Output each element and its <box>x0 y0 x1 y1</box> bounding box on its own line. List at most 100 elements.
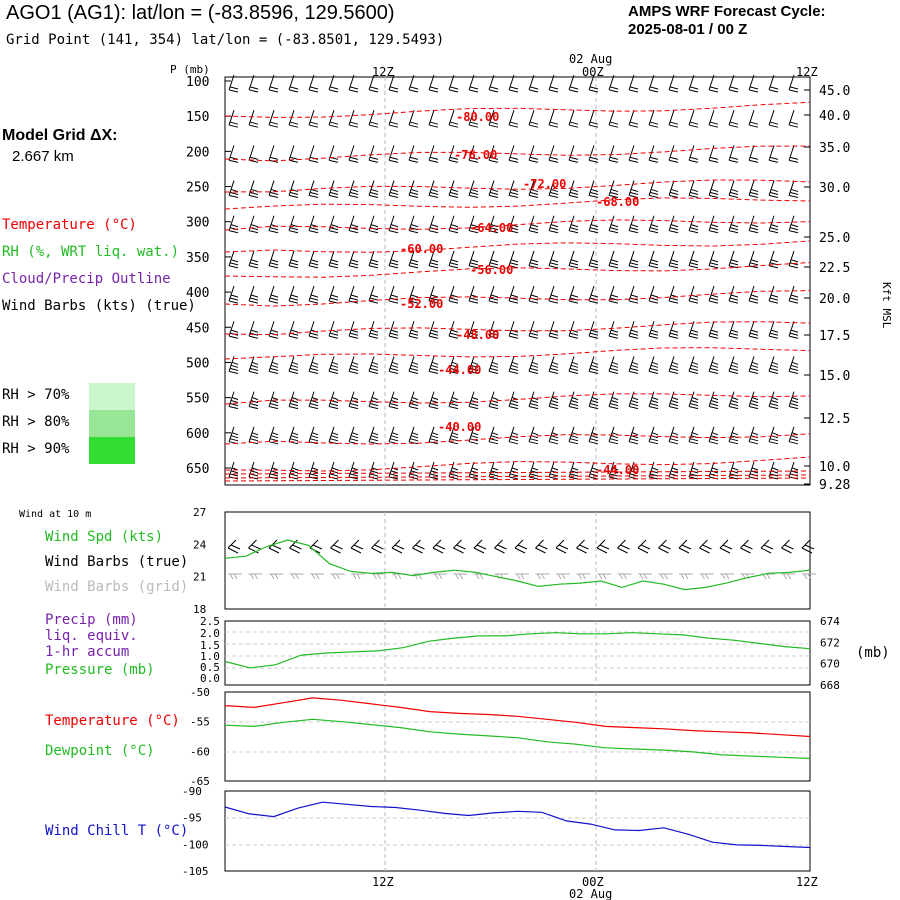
isotherm-label: -64.00 <box>470 221 513 235</box>
wind-barb <box>708 145 719 163</box>
legend-precip: Precip (mm) <box>45 612 138 628</box>
grid-wind-barb <box>289 573 304 580</box>
wind-barb <box>648 110 659 128</box>
wind-barb <box>388 461 399 480</box>
wind-barb <box>308 356 319 374</box>
wind-barb <box>308 285 319 304</box>
grid-wind-barb <box>228 573 242 580</box>
rh-70-label: RH > 70% <box>2 387 70 403</box>
wind-barb <box>668 391 679 410</box>
wind-barb <box>308 74 319 93</box>
isotherm-line <box>224 393 811 405</box>
wind-barb <box>508 215 519 234</box>
wind-barb <box>468 250 479 269</box>
wind-barb <box>388 180 399 199</box>
wind-barb <box>428 391 439 410</box>
true-wind-barb <box>289 539 302 554</box>
wind-barb <box>488 74 499 93</box>
wind-barb <box>288 250 299 269</box>
wind-barb <box>288 321 299 339</box>
wind-barb <box>368 110 379 128</box>
wind-barb <box>568 461 579 480</box>
wind-barb <box>628 285 639 304</box>
true-wind-barb <box>432 539 446 554</box>
wind-barb <box>628 145 639 163</box>
grid-wind-barb <box>310 573 324 580</box>
grid-wind-barb <box>371 573 386 580</box>
true-wind-barb <box>576 539 589 554</box>
wind-barb <box>748 285 759 304</box>
isotherm-labels: -80.00 -76.00 -72.00 -68.00 -64.00 -60.00 -56.… <box>400 110 639 477</box>
grid-wind-barb <box>802 573 816 580</box>
wind-barb <box>388 250 399 269</box>
wind-chill-grid <box>225 791 810 871</box>
wind-barb <box>468 110 479 128</box>
wind-barb <box>728 74 739 93</box>
wind-barb <box>688 74 699 93</box>
wind-barb <box>468 356 479 374</box>
wind-barb <box>308 110 319 128</box>
wind-barb <box>668 250 679 269</box>
wind-barb <box>248 145 259 163</box>
temp-tick-label: -65 <box>190 775 210 788</box>
wind-barb <box>648 356 659 374</box>
height-tick-labels: 45.0 40.0 35.0 30.0 25.0 22.5 20.0 17.5 15.0 12.5… <box>819 84 850 493</box>
wind-barb <box>488 461 499 480</box>
pressure-tick-label: 400 <box>186 286 209 301</box>
wind-barb <box>788 356 799 374</box>
wind-barb <box>788 74 799 93</box>
wind-barb <box>428 285 439 304</box>
wind-barb <box>728 285 739 304</box>
pressure-tick-label: 672 <box>820 636 840 649</box>
true-wind-barb <box>760 539 774 554</box>
height-tick-label: 17.5 <box>819 329 850 344</box>
wind-tick-label: 27 <box>193 506 206 519</box>
wind-barb <box>768 250 779 269</box>
true-wind-barb <box>412 539 425 554</box>
isotherm-line <box>224 456 811 472</box>
wind-10m-title: Wind at 10 m <box>19 509 92 520</box>
wind-barb <box>688 110 699 128</box>
height-axis-label: Kft MSL <box>880 282 893 329</box>
isotherm-line <box>224 477 811 482</box>
wind-barb <box>528 356 539 374</box>
pressure-tick-label: 250 <box>186 181 209 196</box>
temp-tick-label: -50 <box>190 686 210 699</box>
wind-barb <box>528 110 539 128</box>
wind-barb <box>248 391 259 410</box>
wind-barb <box>268 426 279 445</box>
wind-barb <box>408 321 419 339</box>
wind-barb <box>728 110 739 128</box>
grid-wind-barb <box>535 573 550 580</box>
wind-barb <box>728 180 739 199</box>
wind-barb <box>708 391 719 410</box>
precip-tick-labels: 0.00.51.01.52.02.5 <box>200 615 220 685</box>
wind-barb <box>748 321 759 339</box>
wind-barb <box>348 215 359 234</box>
wind-barb <box>328 391 339 410</box>
wind-barb <box>328 321 339 339</box>
wind-barb <box>708 215 719 234</box>
grid-wind-barb <box>269 573 283 580</box>
wind-barb <box>608 461 619 480</box>
wind-barb <box>668 426 679 445</box>
wind-barb <box>448 180 459 199</box>
wind-barb <box>748 215 759 234</box>
wind-barb <box>568 74 579 93</box>
wind-barb <box>488 426 499 445</box>
wind-barb <box>708 180 719 199</box>
wind-barb <box>248 285 259 304</box>
cross-section-panel: -80.00 -76.00 -72.00 -68.00 -64.00 -60.00 -56.… <box>170 52 850 493</box>
wind-barb <box>268 321 279 339</box>
wind-barb <box>248 215 259 234</box>
wind-barb <box>348 461 359 480</box>
wind-barb <box>508 426 519 445</box>
rh-70-swatch <box>89 383 135 410</box>
wind-barb <box>748 180 759 199</box>
wind-barb <box>408 356 419 374</box>
wind-barb <box>608 391 619 410</box>
wind-barb <box>548 285 559 304</box>
wind-barb <box>428 145 439 163</box>
wind-barb <box>508 391 519 410</box>
